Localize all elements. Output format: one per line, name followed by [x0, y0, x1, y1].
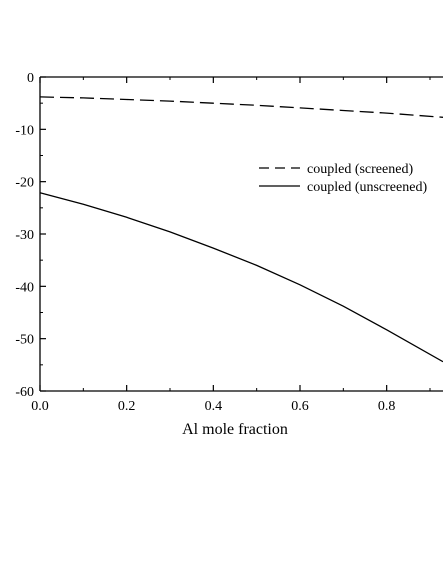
series-layer [39, 96, 443, 363]
x-axis-title: Al mole fraction [182, 421, 288, 438]
y-tick-label: -10 [15, 123, 34, 138]
series-line-screened [39, 96, 443, 118]
legend-label: coupled (screened) [307, 162, 413, 177]
x-tick-label: 0.6 [291, 399, 309, 414]
y-axis: 0 -10 -20 -30 -40 -50 -60 [15, 71, 46, 400]
x-tick-label: 0.4 [205, 399, 223, 414]
y-tick-label: -40 [15, 280, 34, 295]
plot-frame [39, 76, 443, 392]
y-tick-label: 0 [27, 71, 34, 86]
x-tick-label: 0.0 [31, 399, 49, 414]
y-tick-label: -20 [15, 176, 34, 191]
x-tick-label: 0.8 [378, 399, 396, 414]
legend-label: coupled (unscreened) [307, 180, 427, 195]
series-line-unscreened [39, 192, 443, 363]
x-tick-label: 0.2 [118, 399, 136, 414]
y-tick-label: -60 [15, 385, 34, 400]
y-tick-label: -50 [15, 333, 34, 348]
x-axis: 0.0 0.2 0.4 0.6 0.8 [31, 77, 431, 414]
legend: coupled (screened) coupled (unscreened) [259, 162, 427, 195]
y-tick-label: -30 [15, 228, 34, 243]
